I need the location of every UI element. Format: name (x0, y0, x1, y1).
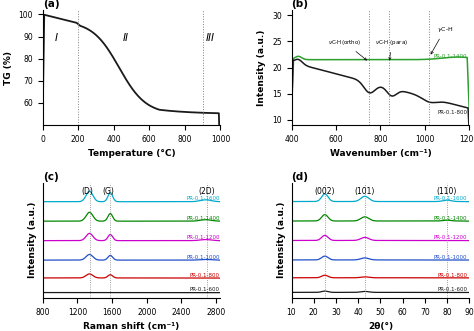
Y-axis label: TG (%): TG (%) (4, 51, 13, 84)
Text: PR-0.1-1200: PR-0.1-1200 (434, 235, 467, 240)
Text: PR-0.1-1600: PR-0.1-1600 (434, 196, 467, 201)
Text: I: I (55, 33, 58, 43)
Text: PR-0.1-1400: PR-0.1-1400 (434, 54, 467, 59)
Text: (110): (110) (437, 187, 457, 196)
Text: PR-0.1-600: PR-0.1-600 (190, 287, 219, 292)
Text: (D): (D) (81, 187, 93, 196)
Text: PR-0.1-800: PR-0.1-800 (437, 110, 467, 115)
Text: PR-0.1-1000: PR-0.1-1000 (434, 255, 467, 260)
Text: PR-0.1-800: PR-0.1-800 (190, 273, 219, 278)
Text: (a): (a) (43, 0, 59, 9)
Y-axis label: Intensity (a.u.): Intensity (a.u.) (257, 29, 266, 106)
X-axis label: Raman shift (cm⁻¹): Raman shift (cm⁻¹) (83, 322, 180, 331)
Text: (101): (101) (355, 187, 375, 196)
Text: (c): (c) (43, 172, 58, 182)
Text: III: III (206, 33, 215, 43)
Text: PR-0.1-1000: PR-0.1-1000 (186, 255, 219, 260)
Text: (2D): (2D) (198, 187, 215, 196)
Text: (G): (G) (102, 187, 115, 196)
Text: (d): (d) (292, 172, 309, 182)
Text: PR-0.1-1200: PR-0.1-1200 (186, 235, 219, 240)
Text: PR-0.1-600: PR-0.1-600 (437, 287, 467, 292)
Text: PR-0.1-1600: PR-0.1-1600 (186, 196, 219, 201)
Text: $\nu$C-H (para): $\nu$C-H (para) (375, 38, 408, 60)
Y-axis label: Intensity (a.u.): Intensity (a.u.) (28, 202, 37, 278)
X-axis label: 2θ(°): 2θ(°) (368, 322, 393, 331)
Text: $\nu$C-H(ortho): $\nu$C-H(ortho) (328, 38, 366, 60)
Text: II: II (123, 33, 128, 43)
X-axis label: Temperature (°C): Temperature (°C) (88, 149, 175, 159)
Y-axis label: Intensity (a.u.): Intensity (a.u.) (277, 202, 286, 278)
X-axis label: Wavenumber (cm⁻¹): Wavenumber (cm⁻¹) (329, 149, 431, 159)
Text: (b): (b) (292, 0, 309, 9)
Text: PR-0.1-1400: PR-0.1-1400 (434, 216, 467, 221)
Text: PR-0.1-1400: PR-0.1-1400 (186, 216, 219, 221)
Text: (002): (002) (315, 187, 335, 196)
Text: PR-0.1-800: PR-0.1-800 (437, 273, 467, 278)
Text: $\gamma$C-H: $\gamma$C-H (431, 25, 453, 54)
